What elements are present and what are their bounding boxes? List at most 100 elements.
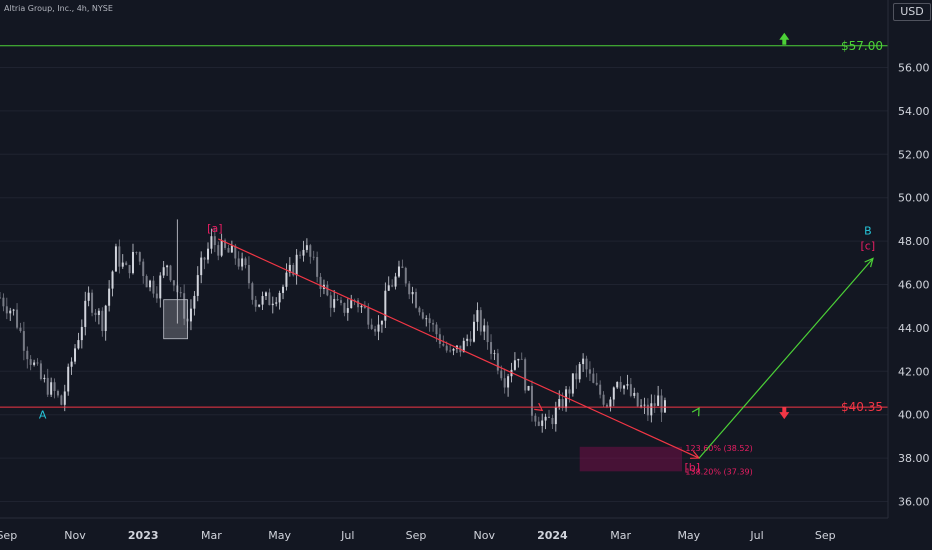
candle [360,303,363,313]
candle [254,295,257,312]
candle [33,359,36,367]
candle [636,392,639,408]
candle [152,275,155,298]
y-tick-label: 36.00 [898,496,930,509]
y-tick-label: 44.00 [898,322,930,335]
candle [357,298,360,313]
x-tick-label: May [268,529,291,542]
candle [155,286,158,303]
y-tick-label: 38.00 [898,452,930,465]
candle [179,287,182,298]
candle [391,279,394,288]
candle [343,302,346,317]
x-tick-label: Sep [0,529,17,542]
candle [408,280,411,300]
candle [244,256,247,269]
candle [629,378,632,398]
y-tick-label: 54.00 [898,105,930,118]
candle [479,307,482,336]
candle [268,288,271,306]
candle [551,414,554,430]
candle [80,319,83,349]
candle [234,243,237,265]
candle [599,380,602,399]
candle [189,299,192,331]
y-tick-label: 42.00 [898,365,930,378]
candle [104,304,107,341]
x-tick-label: May [677,529,700,542]
wave-label: [c] [861,239,876,252]
candle [264,291,267,301]
level-label: $57.00 [841,39,883,53]
candle [135,251,138,255]
candle [275,297,278,307]
candle [650,394,653,423]
candle [466,334,469,347]
wave-label: A [39,409,47,422]
candle [149,279,152,292]
candle [166,264,169,276]
candle [616,381,619,390]
candle [507,373,510,397]
candle [438,328,441,349]
candle [210,228,213,254]
candle [380,320,383,333]
y-tick-label: 52.00 [898,148,930,161]
candle [316,251,319,283]
candle [230,240,233,253]
candle [609,396,612,412]
candle [142,258,145,284]
candle [53,378,56,399]
candle [67,363,70,396]
candle [340,296,342,306]
symbol-title: Altria Group, Inc., 4h, NYSE [4,4,113,13]
candle [377,315,380,341]
candle [29,355,32,371]
candle [612,386,615,407]
x-tick-label: Sep [406,529,427,542]
candle [292,262,295,277]
candle [411,286,414,304]
candle [145,274,148,288]
candle [302,240,305,262]
x-tick-label: Mar [201,529,222,542]
candle [0,292,1,299]
candle [663,397,666,414]
x-tick-label: Nov [64,529,86,542]
candle [203,256,206,270]
level-arrow-icon [779,32,790,45]
candle [623,384,626,395]
path-arrowhead [691,407,700,417]
wave-label: [a] [207,222,222,235]
candle [60,394,63,406]
candle [241,252,244,271]
level-arrow-icon [779,407,790,420]
candle [50,377,53,398]
candle [544,413,547,430]
candle [26,346,29,369]
candle [87,286,90,307]
candle [200,251,203,284]
projection-arrow [698,257,874,459]
candle [568,386,571,403]
y-axis[interactable]: 36.00 38.00 40.00 42.00 44.00 46.00 48.00 50.00… [898,62,930,509]
x-tick-label: 2023 [128,529,159,542]
candle [588,361,591,381]
candle [626,374,629,390]
candle [213,227,216,253]
candle [295,249,298,285]
candle [582,353,585,373]
candle [183,284,186,326]
candle [227,244,230,253]
candle [432,319,435,332]
candle [404,266,407,287]
x-axis[interactable]: Sep Nov 2023 Mar May Jul Sep Nov 2024 Mar May Jul Se… [0,529,836,542]
candle [237,251,240,270]
candle [278,290,281,310]
currency-label[interactable]: USD [893,3,931,21]
candle [207,242,210,264]
candle [633,387,636,399]
candle [12,308,15,316]
candle [193,291,196,316]
